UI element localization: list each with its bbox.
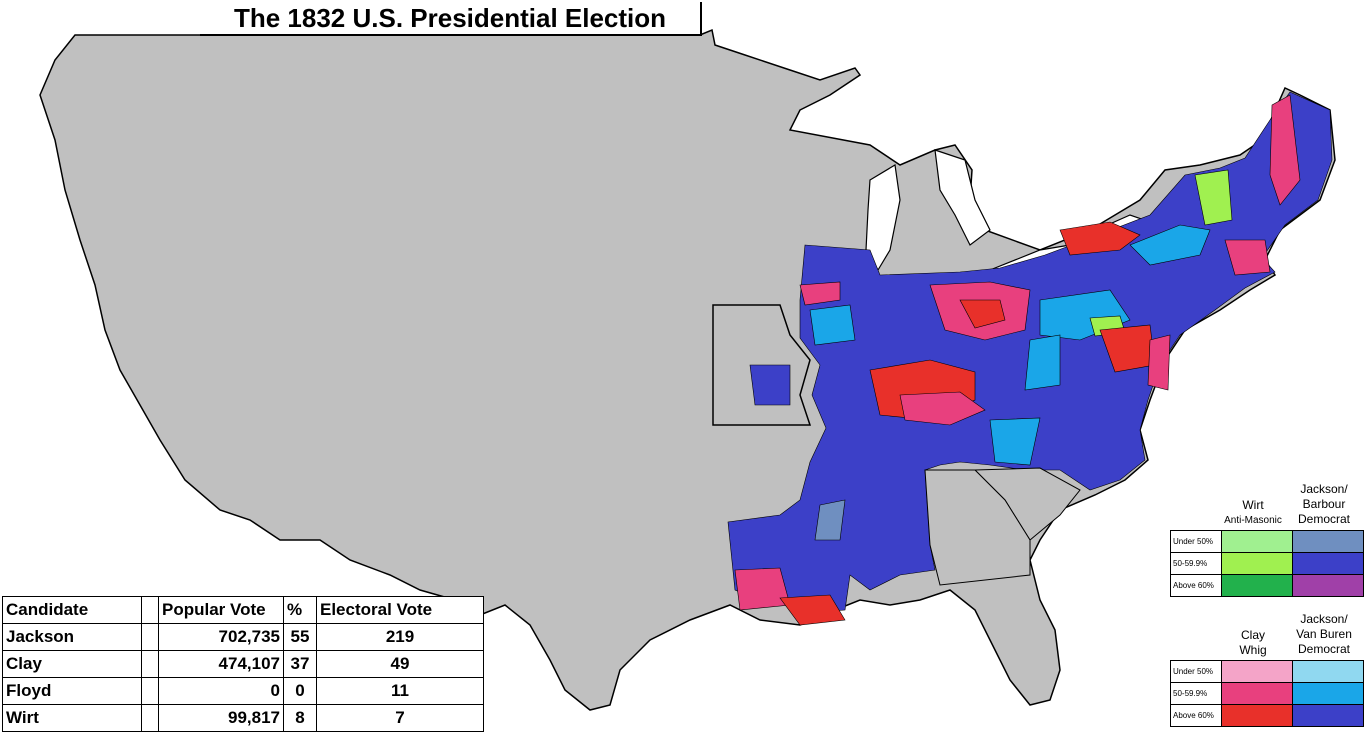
cell-pct: 0	[283, 677, 317, 705]
legend-swatch	[1222, 683, 1293, 704]
legend-swatch	[1293, 683, 1363, 704]
legend-barbour-line2: Barbour	[1302, 497, 1346, 511]
legend-clay-vanburen: Clay Whig Jackson/ Van Buren Democrat Un…	[1170, 612, 1365, 730]
cell-pct: 55	[283, 623, 317, 651]
legend-row: Under 50%	[1171, 661, 1363, 682]
legend-row: Above 60%	[1171, 574, 1363, 596]
region-louisiana-pink	[734, 567, 791, 611]
legend-clay-line1: Clay	[1240, 628, 1265, 642]
cell-gap	[141, 677, 159, 705]
region-delaware-pink	[1147, 334, 1171, 391]
legend-swatch	[1222, 705, 1293, 726]
region-virginia-light	[1024, 334, 1061, 391]
table-row: Jackson 702,735 55 219	[2, 623, 484, 651]
cell-popular-vote: 99,817	[158, 704, 284, 732]
legend-vanburen-line1: Jackson/	[1300, 612, 1348, 626]
legend-swatch	[1222, 575, 1293, 596]
cell-gap	[141, 623, 159, 651]
table-row: Floyd 0 0 11	[2, 677, 484, 705]
legend-swatch	[1293, 575, 1363, 596]
legend-col1-header: Clay Whig	[1218, 628, 1288, 658]
header-pct: %	[283, 596, 317, 624]
table-row: Clay 474,107 37 49	[2, 650, 484, 678]
legend-swatch	[1293, 553, 1363, 574]
legend-row-label: 50-59.9%	[1171, 553, 1222, 574]
region-mo-blue	[749, 364, 791, 406]
legend-wirt-barbour: Wirt Anti-Masonic Jackson/ Barbour Democ…	[1170, 480, 1365, 602]
legend-swatch	[1222, 553, 1293, 574]
cell-gap	[141, 650, 159, 678]
legend-row: Above 60%	[1171, 704, 1363, 726]
region-louisiana-red	[779, 594, 846, 626]
results-table: Candidate Popular Vote % Electoral Vote …	[2, 596, 484, 732]
missouri-outline	[712, 304, 812, 426]
legend-swatch	[1222, 531, 1293, 552]
legend-col2-header: Jackson/ Van Buren Democrat	[1288, 612, 1360, 657]
region-ms-light	[814, 499, 846, 541]
legend-bottom-grid: Under 50% 50-59.9% Above 60%	[1170, 660, 1364, 727]
cell-pct: 37	[283, 650, 317, 678]
region-illinois-pink	[799, 281, 841, 306]
ga-grey	[924, 469, 1031, 586]
table-header-row: Candidate Popular Vote % Electoral Vote	[2, 596, 484, 624]
cell-electoral-vote: 7	[316, 704, 484, 732]
legend-wirt-subtitle: Anti-Masonic	[1224, 515, 1282, 526]
legend-top-grid: Under 50% 50-59.9% Above 60%	[1170, 530, 1364, 597]
table-row: Wirt 99,817 8 7	[2, 704, 484, 732]
legend-col1-header: Wirt Anti-Masonic	[1218, 498, 1288, 528]
legend-row-label: 50-59.9%	[1171, 683, 1222, 704]
county-regions	[727, 91, 1333, 626]
region-ky-pink	[899, 391, 986, 426]
region-ohio-red	[959, 299, 1006, 329]
legend-col2-header: Jackson/ Barbour Democrat	[1288, 482, 1360, 527]
cell-candidate: Clay	[2, 650, 142, 678]
cell-candidate: Wirt	[2, 704, 142, 732]
legend-row: Under 50%	[1171, 531, 1363, 552]
legend-clay-line2: Whig	[1239, 643, 1267, 657]
legend-swatch	[1293, 531, 1363, 552]
region-vermont-green	[1194, 169, 1233, 226]
legend-barbour-line3: Democrat	[1297, 512, 1350, 526]
legend-wirt-title: Wirt	[1242, 498, 1264, 512]
legend-row-label: Under 50%	[1171, 661, 1222, 682]
region-mass-pink	[1224, 239, 1271, 276]
region-ny-west	[1059, 221, 1141, 256]
region-ny-blue	[1129, 224, 1211, 266]
region-nc-light	[989, 417, 1041, 466]
cell-electoral-vote: 11	[316, 677, 484, 705]
legend-vanburen-line3: Democrat	[1297, 642, 1350, 656]
legend-row-label: Above 60%	[1171, 575, 1222, 596]
cell-popular-vote: 702,735	[158, 623, 284, 651]
header-electoral-vote: Electoral Vote	[316, 596, 484, 624]
legend-barbour-line1: Jackson/	[1300, 482, 1348, 496]
cell-candidate: Floyd	[2, 677, 142, 705]
cell-candidate: Jackson	[2, 623, 142, 651]
legend-row: 50-59.9%	[1171, 682, 1363, 704]
region-maine-pink	[1269, 94, 1301, 206]
cell-popular-vote: 0	[158, 677, 284, 705]
legend-swatch	[1293, 705, 1363, 726]
cell-popular-vote: 474,107	[158, 650, 284, 678]
cell-electoral-vote: 49	[316, 650, 484, 678]
cell-gap	[141, 704, 159, 732]
legend-swatch	[1293, 661, 1363, 682]
legend-row-label: Above 60%	[1171, 705, 1222, 726]
header-candidate: Candidate	[2, 596, 142, 624]
header-popular-vote: Popular Vote	[158, 596, 284, 624]
map-title: The 1832 U.S. Presidential Election	[200, 2, 702, 36]
region-indiana-light	[809, 304, 856, 346]
legend-row-label: Under 50%	[1171, 531, 1222, 552]
lake-michigan	[865, 164, 901, 272]
legend-vanburen-line2: Van Buren	[1296, 627, 1352, 641]
legend-swatch	[1222, 661, 1293, 682]
header-gap	[141, 596, 159, 624]
cell-pct: 8	[283, 704, 317, 732]
legend-row: 50-59.9%	[1171, 552, 1363, 574]
lake-huron	[934, 149, 991, 246]
cell-electoral-vote: 219	[316, 623, 484, 651]
